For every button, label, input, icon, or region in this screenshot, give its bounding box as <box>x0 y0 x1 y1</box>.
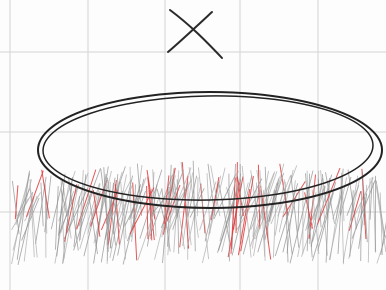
hatch-stroke <box>318 171 319 223</box>
page: (() => { const data = JSON.parse(documen… <box>0 0 386 290</box>
sketch <box>0 0 386 290</box>
